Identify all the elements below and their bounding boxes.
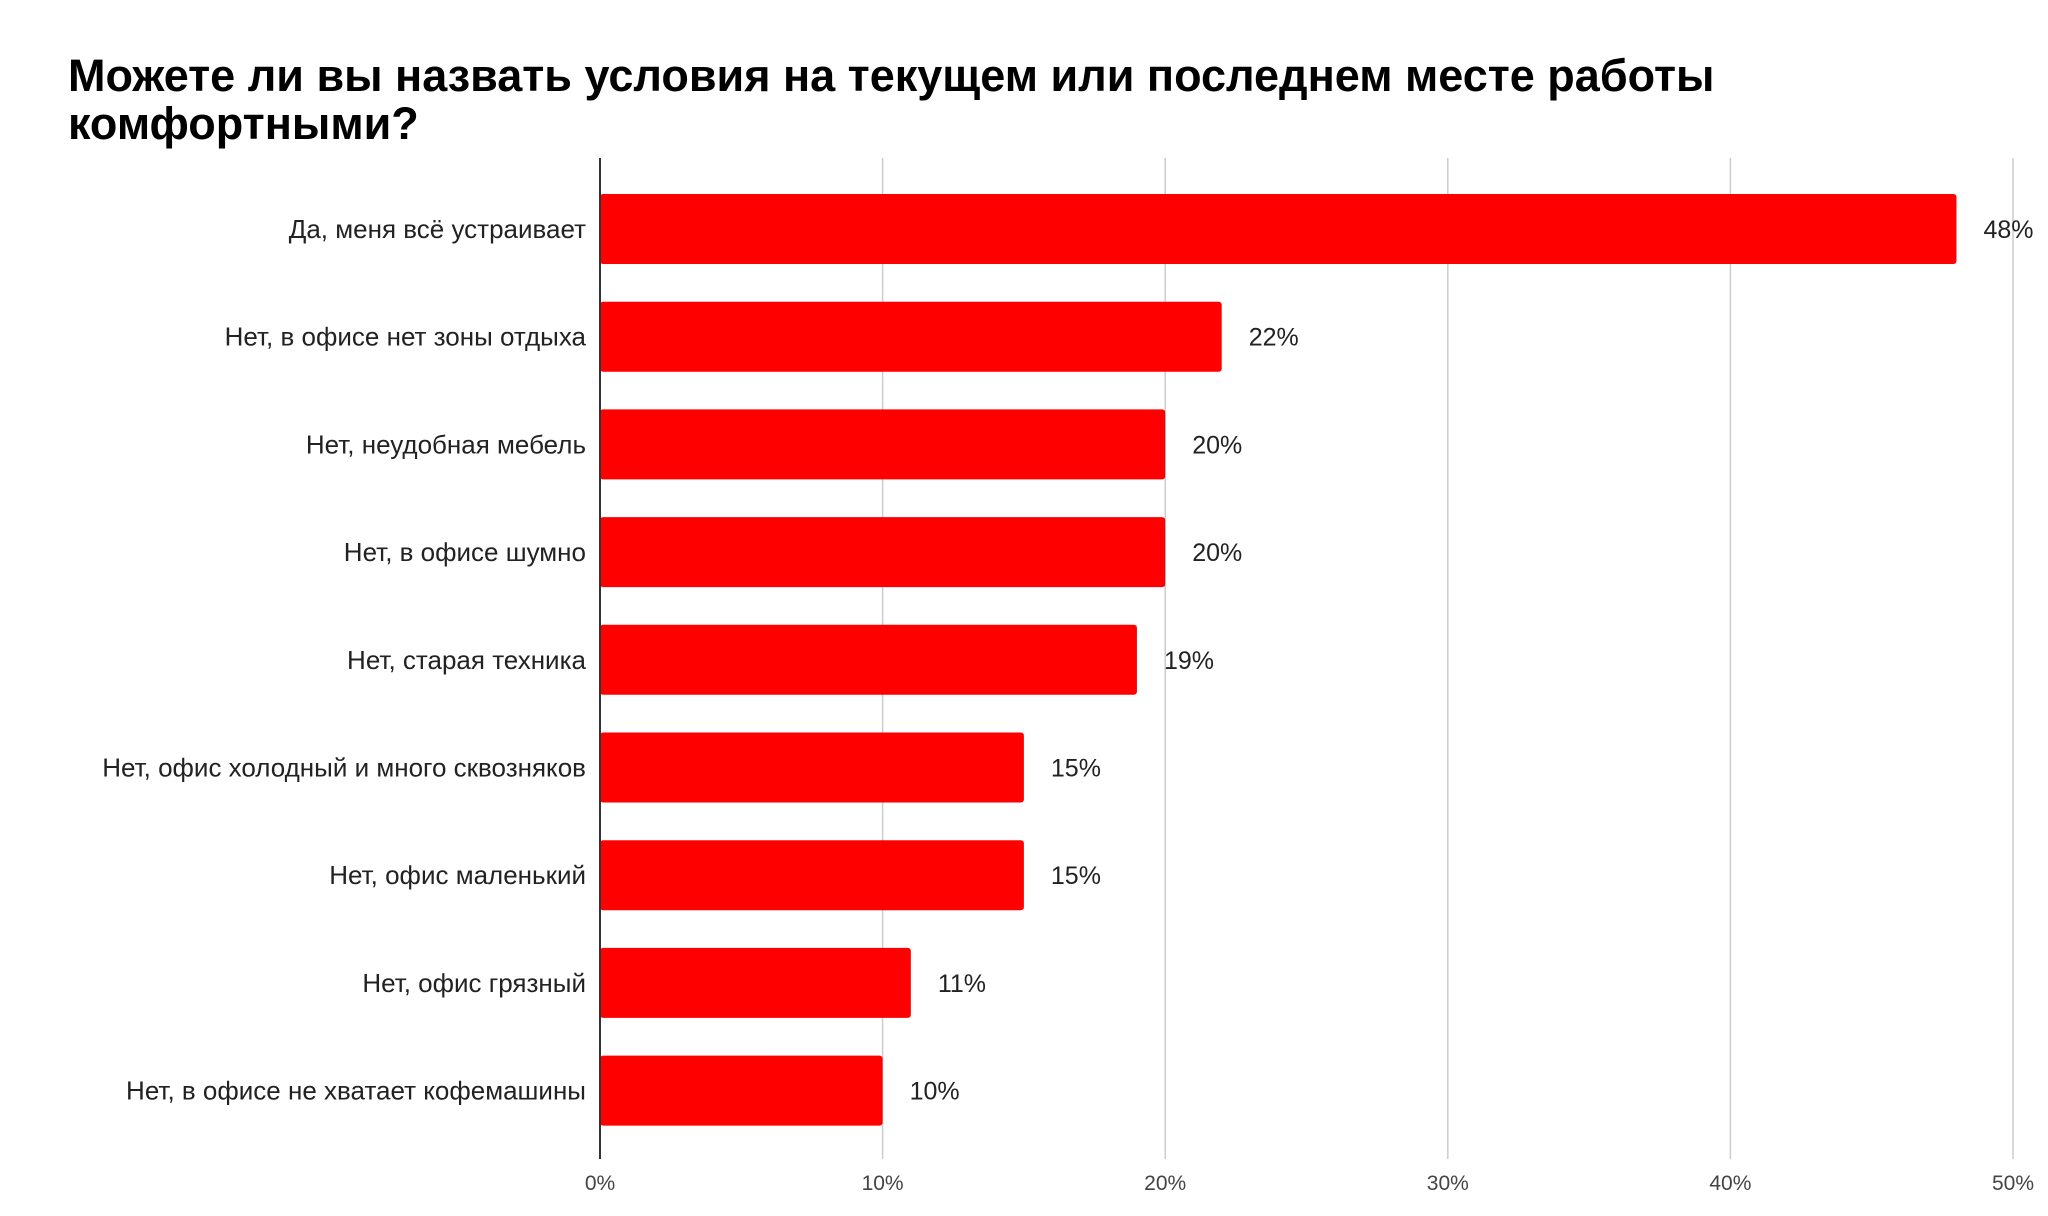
category-label: Нет, неудобная мебель — [306, 429, 586, 459]
bar — [600, 194, 1957, 264]
category-label: Нет, офис холодный и много сквозняков — [102, 753, 586, 783]
x-tick-label: 50% — [1992, 1172, 2034, 1195]
category-label: Нет, в офисе не хватает кофемашины — [126, 1076, 586, 1106]
x-tick-label: 10% — [862, 1172, 904, 1195]
category-label: Нет, офис маленький — [329, 860, 586, 890]
data-label: 19% — [1164, 647, 1214, 675]
data-label: 15% — [1051, 755, 1101, 783]
chart-title: Можете ли вы назвать условия на текущем … — [68, 50, 1715, 149]
x-tick-label: 40% — [1709, 1172, 1751, 1195]
bar — [600, 409, 1166, 480]
bar — [600, 1055, 883, 1126]
data-label: 22% — [1249, 324, 1299, 352]
bar — [600, 624, 1137, 695]
category-label: Да, меня всё устраивает — [289, 214, 586, 244]
data-label: 48% — [1983, 216, 2033, 244]
data-label: 20% — [1192, 431, 1242, 459]
bar — [600, 517, 1166, 588]
x-tick-label: 30% — [1427, 1172, 1469, 1195]
category-label: Нет, старая техника — [347, 645, 586, 675]
category-label: Нет, в офисе нет зоны отдыха — [225, 322, 587, 352]
bar — [600, 840, 1024, 911]
data-label: 15% — [1051, 862, 1101, 890]
x-tick-label: 0% — [585, 1172, 615, 1195]
data-label: 11% — [938, 970, 986, 998]
data-label: 20% — [1192, 539, 1242, 567]
bar — [600, 732, 1024, 803]
x-tick-label: 20% — [1144, 1172, 1186, 1195]
bar — [600, 947, 911, 1018]
category-label: Нет, в офисе шумно — [344, 537, 586, 567]
bar — [600, 301, 1222, 372]
data-label: 10% — [910, 1078, 960, 1106]
category-label: Нет, офис грязный — [362, 968, 586, 998]
